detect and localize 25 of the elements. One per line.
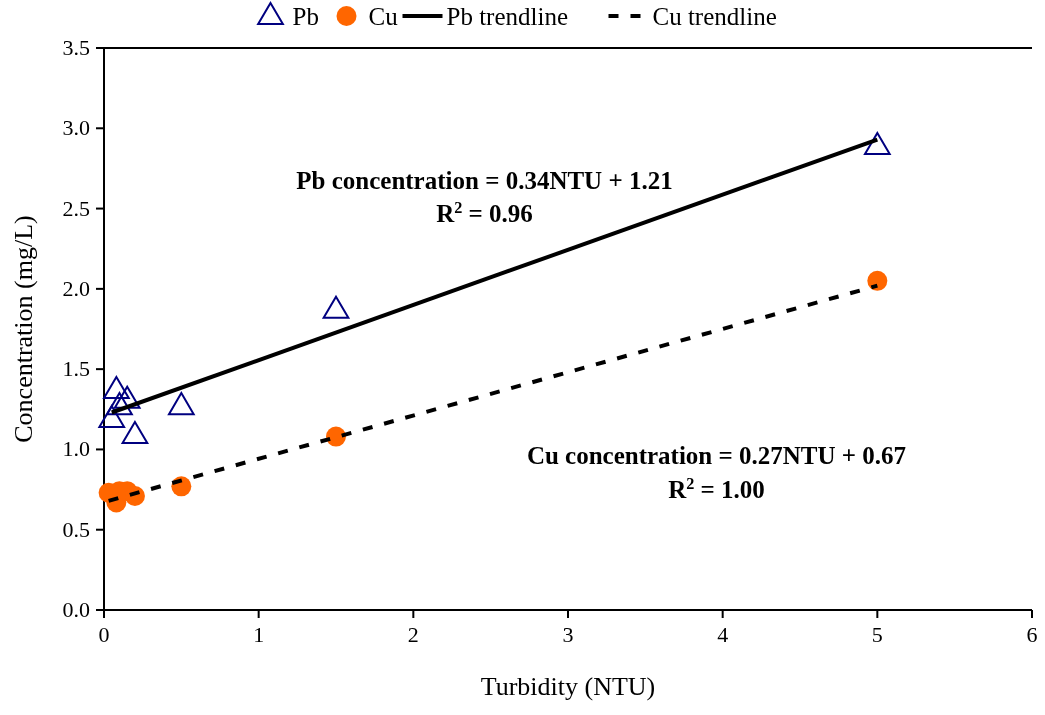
x-tick-label: 0: [98, 622, 110, 647]
legend-label: Pb trendline: [446, 3, 569, 30]
annotation: R$^{2}$ = 1.00: [668, 474, 765, 503]
annotation: R$^{2}$ = 0.96: [436, 199, 533, 228]
annotation: Cu concentration = 0.27NTU + 0.67: [526, 441, 907, 469]
y-tick-label: 2.5: [62, 195, 90, 221]
y-tick-label: 1.5: [62, 356, 90, 382]
y-tick-label: 2.0: [62, 275, 90, 301]
y-tick-label: 1.0: [62, 436, 90, 462]
legend-label: Cu: [368, 3, 399, 30]
x-tick-label: 2: [407, 622, 419, 647]
y-tick-label: 0.0: [62, 597, 90, 622]
y-axis-title: Concentration (mg/L): [9, 215, 38, 443]
x-tick-label: 4: [717, 622, 729, 647]
y-tick-label: 3.5: [62, 35, 90, 60]
x-axis-title: Turbidity (NTU): [480, 672, 656, 701]
legend-label: Cu trendline: [652, 3, 777, 30]
legend-label: Pb: [292, 3, 319, 30]
x-tick-label: 3: [562, 622, 574, 647]
y-tick-label: 3.0: [62, 115, 90, 141]
x-tick-label: 1: [253, 622, 265, 647]
y-tick-label: 0.5: [62, 516, 90, 542]
annotation: Pb concentration = 0.34NTU + 1.21: [296, 166, 673, 194]
x-tick-label: 5: [871, 622, 883, 647]
x-tick-label: 6: [1026, 622, 1038, 647]
